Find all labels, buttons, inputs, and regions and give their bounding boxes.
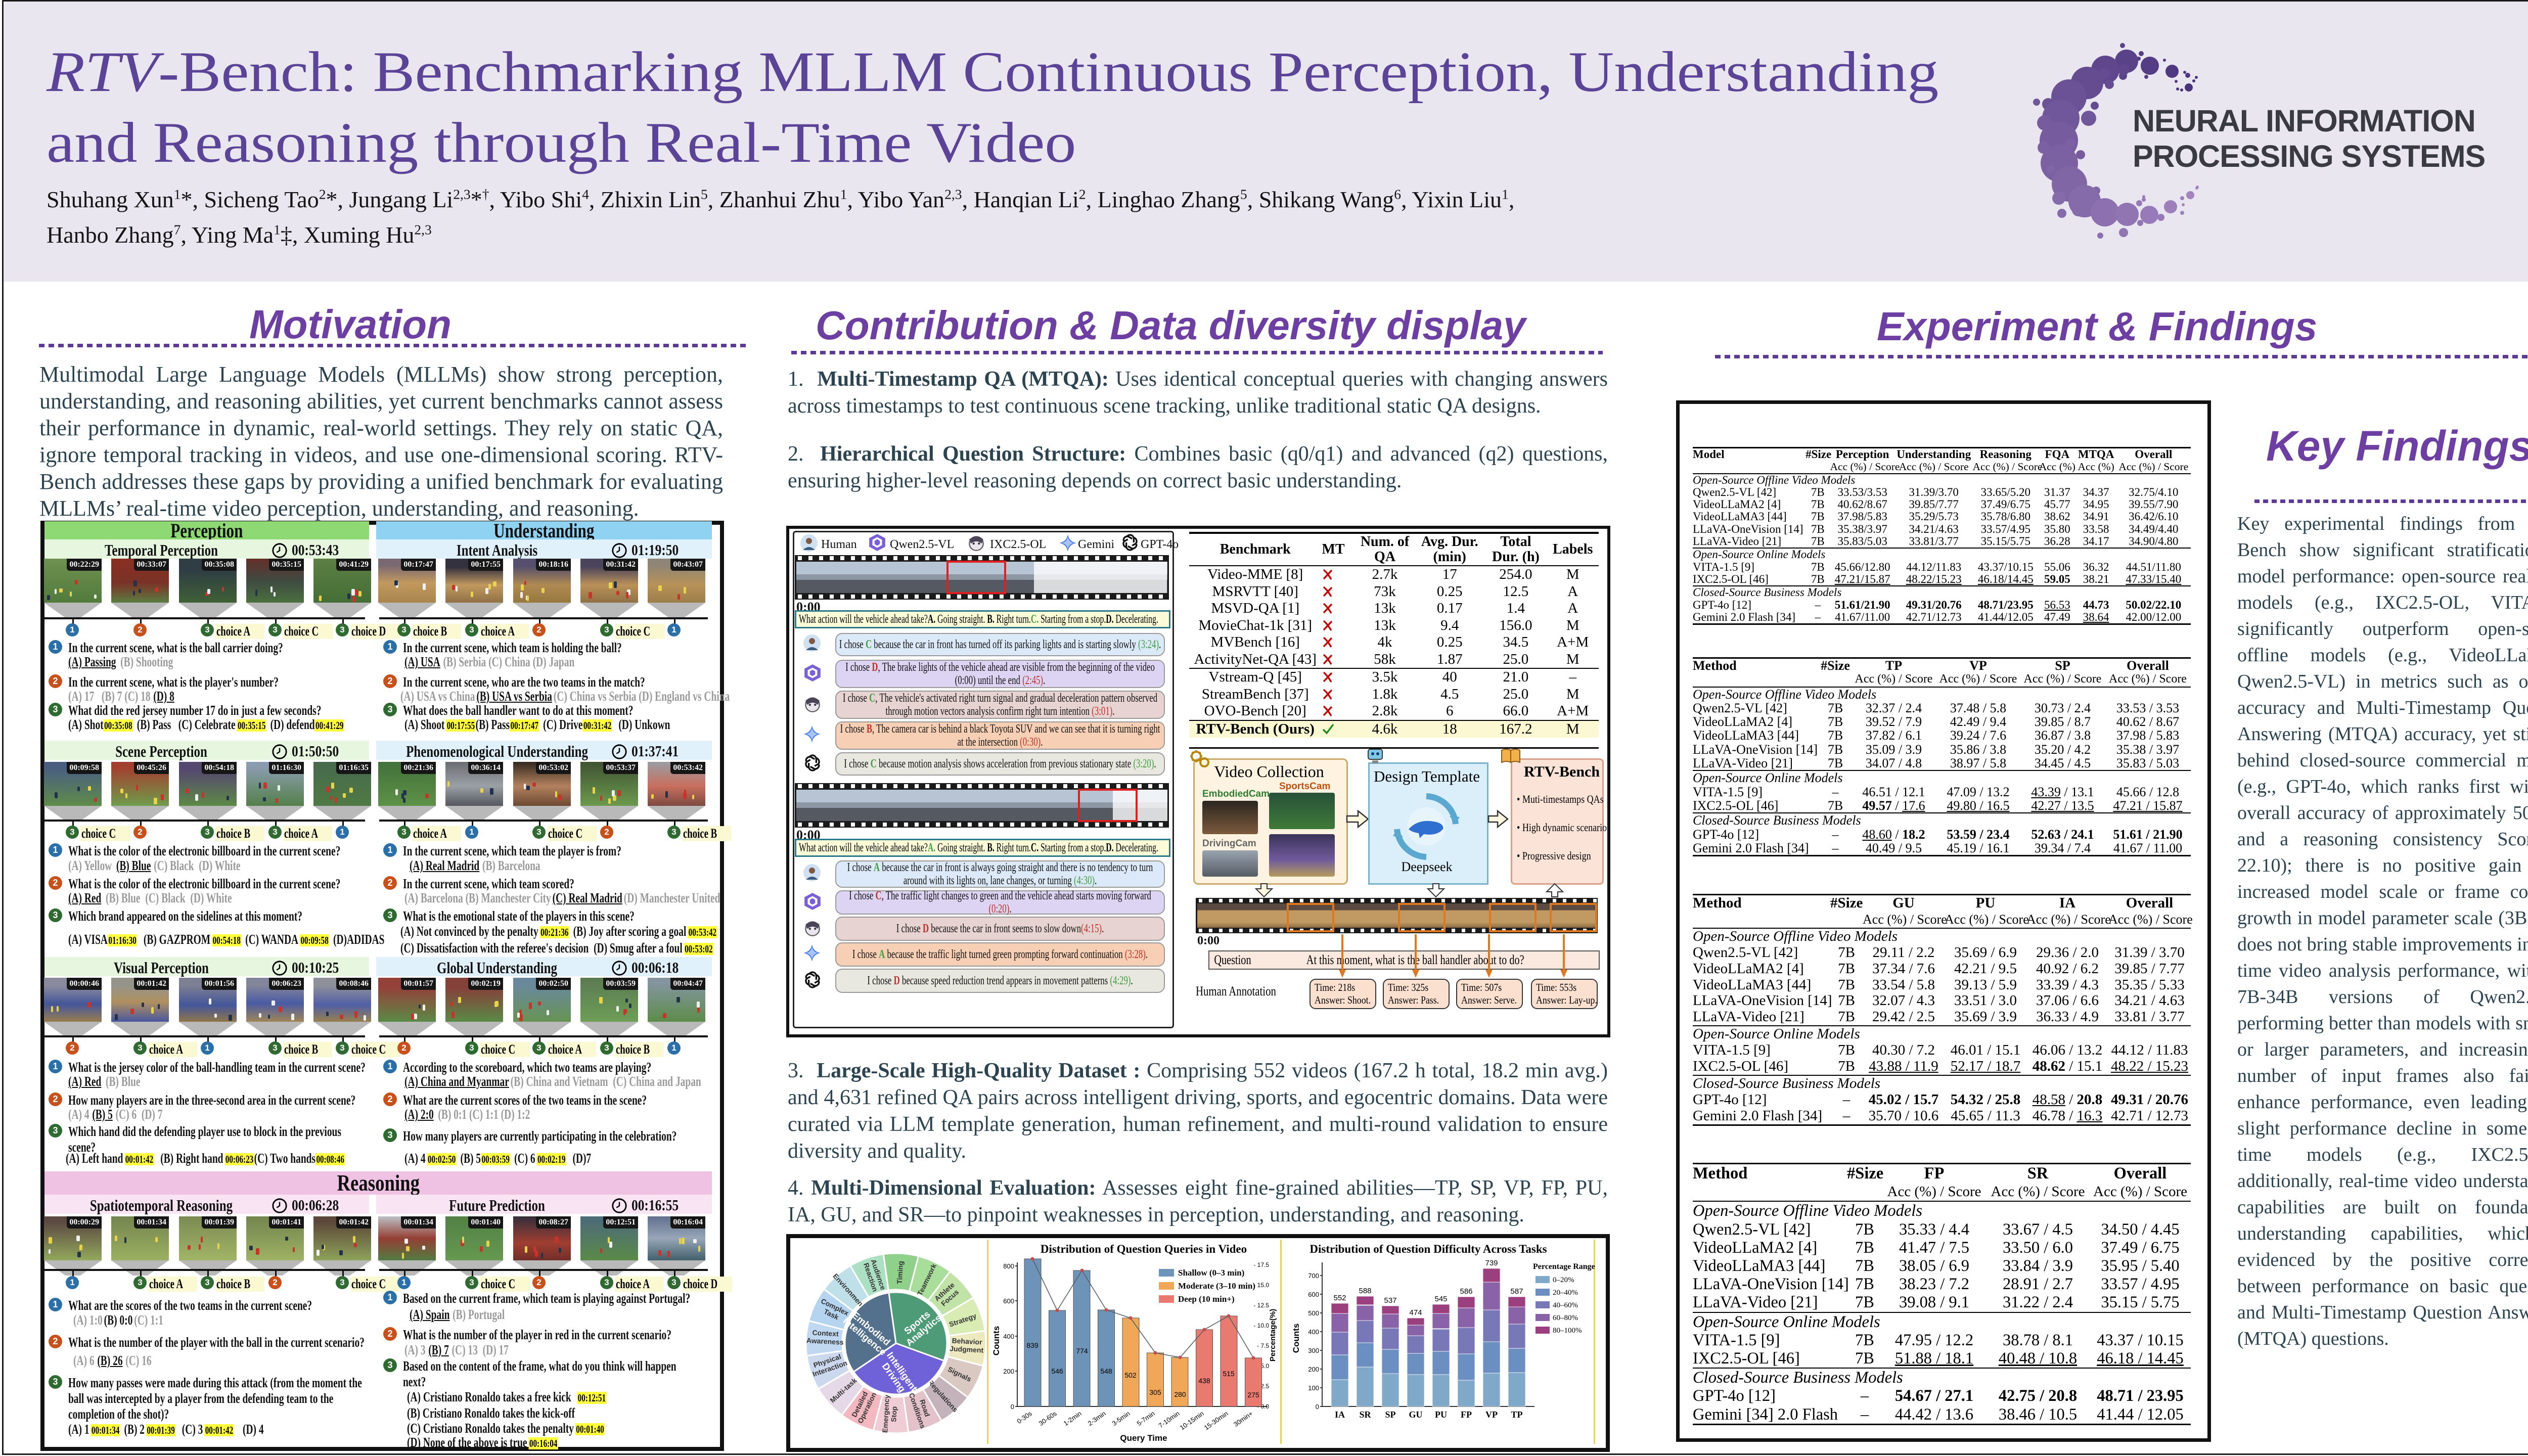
svg-text:588: 588: [1359, 1287, 1371, 1295]
svg-text:IA: IA: [1335, 1409, 1345, 1420]
svg-text:474: 474: [1409, 1308, 1422, 1317]
svg-text:Distribution of Question Diffi: Distribution of Question Difficulty Acro…: [1310, 1243, 1547, 1255]
svg-text:- 12.5: - 12.5: [1253, 1302, 1269, 1309]
svg-text:200: 200: [1308, 1366, 1319, 1373]
svg-text:80–100%: 80–100%: [1553, 1327, 1582, 1335]
svg-text:Counts: Counts: [992, 1326, 1001, 1356]
svg-text:15-30min: 15-30min: [1203, 1409, 1230, 1431]
svg-text:VP: VP: [1485, 1409, 1498, 1420]
svg-text:800: 800: [1003, 1262, 1014, 1270]
svg-text:SR: SR: [1359, 1409, 1371, 1420]
svg-text:839: 839: [1026, 1341, 1039, 1349]
svg-text:TP: TP: [1511, 1409, 1522, 1420]
svg-text:- 10.0: - 10.0: [1253, 1322, 1269, 1329]
svg-text:Shallow (0–3 min): Shallow (0–3 min): [1178, 1268, 1244, 1278]
svg-text:Query Time: Query Time: [1120, 1433, 1167, 1443]
svg-text:200: 200: [1003, 1368, 1014, 1375]
svg-text:0–20%: 0–20%: [1553, 1276, 1574, 1284]
svg-text:502: 502: [1124, 1371, 1137, 1379]
svg-text:400: 400: [1308, 1328, 1319, 1336]
svg-text:545: 545: [1434, 1295, 1447, 1303]
svg-text:BehaviorJudgment: BehaviorJudgment: [950, 1336, 984, 1354]
svg-text:Timing: Timing: [895, 1261, 905, 1284]
svg-text:60–80%: 60–80%: [1553, 1314, 1578, 1322]
svg-text:586: 586: [1460, 1287, 1472, 1296]
svg-text:3-5min: 3-5min: [1111, 1409, 1132, 1427]
svg-text:Moderate (3–10 min): Moderate (3–10 min): [1178, 1281, 1255, 1291]
svg-text:400: 400: [1003, 1333, 1014, 1340]
svg-text:305: 305: [1149, 1388, 1161, 1396]
svg-text:40–60%: 40–60%: [1553, 1301, 1578, 1309]
svg-text:ContextAwareness: ContextAwareness: [806, 1328, 844, 1346]
svg-text:100: 100: [1308, 1384, 1319, 1392]
svg-text:Distribution of Question Queri: Distribution of Question Queries in Vide…: [1041, 1243, 1247, 1255]
svg-text:FP: FP: [1461, 1409, 1472, 1420]
svg-text:515: 515: [1223, 1370, 1235, 1378]
svg-text:- 17.5: - 17.5: [1253, 1261, 1269, 1268]
svg-text:Percentage(%): Percentage(%): [1269, 1309, 1277, 1361]
svg-text:- 15.0: - 15.0: [1253, 1282, 1269, 1289]
svg-text:30-60s: 30-60s: [1037, 1409, 1059, 1427]
svg-text:600: 600: [1308, 1291, 1319, 1298]
svg-text:537: 537: [1384, 1296, 1396, 1305]
svg-text:587: 587: [1510, 1287, 1523, 1296]
svg-text:0: 0: [1316, 1403, 1319, 1410]
svg-text:280: 280: [1174, 1390, 1186, 1398]
svg-text:600: 600: [1003, 1297, 1014, 1305]
svg-text:500: 500: [1308, 1309, 1319, 1317]
svg-text:275: 275: [1247, 1391, 1259, 1399]
svg-text:SP: SP: [1385, 1409, 1395, 1420]
svg-text:774: 774: [1076, 1347, 1088, 1355]
svg-text:GU: GU: [1409, 1409, 1423, 1420]
svg-text:10-15min: 10-15min: [1179, 1409, 1205, 1431]
svg-text:Deep (10 min+): Deep (10 min+): [1178, 1294, 1235, 1304]
svg-text:7-10min: 7-10min: [1157, 1409, 1181, 1429]
svg-text:300: 300: [1308, 1347, 1319, 1354]
svg-text:700: 700: [1308, 1272, 1319, 1280]
svg-text:2-3min: 2-3min: [1087, 1409, 1107, 1427]
svg-text:546: 546: [1051, 1367, 1063, 1375]
svg-text:0-30s: 0-30s: [1015, 1409, 1033, 1425]
svg-text:20–40%: 20–40%: [1553, 1289, 1578, 1297]
svg-text:548: 548: [1100, 1367, 1112, 1375]
svg-text:552: 552: [1333, 1294, 1346, 1302]
svg-text:739: 739: [1485, 1259, 1498, 1267]
svg-text:Percentage Range: Percentage Range: [1533, 1262, 1595, 1271]
svg-text:30min+: 30min+: [1232, 1409, 1254, 1428]
svg-text:- 7.5: - 7.5: [1257, 1342, 1269, 1349]
svg-text:PU: PU: [1435, 1409, 1447, 1420]
svg-text:438: 438: [1198, 1377, 1210, 1385]
svg-text:1-2min: 1-2min: [1062, 1409, 1083, 1427]
svg-text:5-7min: 5-7min: [1136, 1409, 1156, 1427]
svg-text:0: 0: [1011, 1403, 1014, 1410]
svg-text:Counts: Counts: [1291, 1324, 1301, 1353]
